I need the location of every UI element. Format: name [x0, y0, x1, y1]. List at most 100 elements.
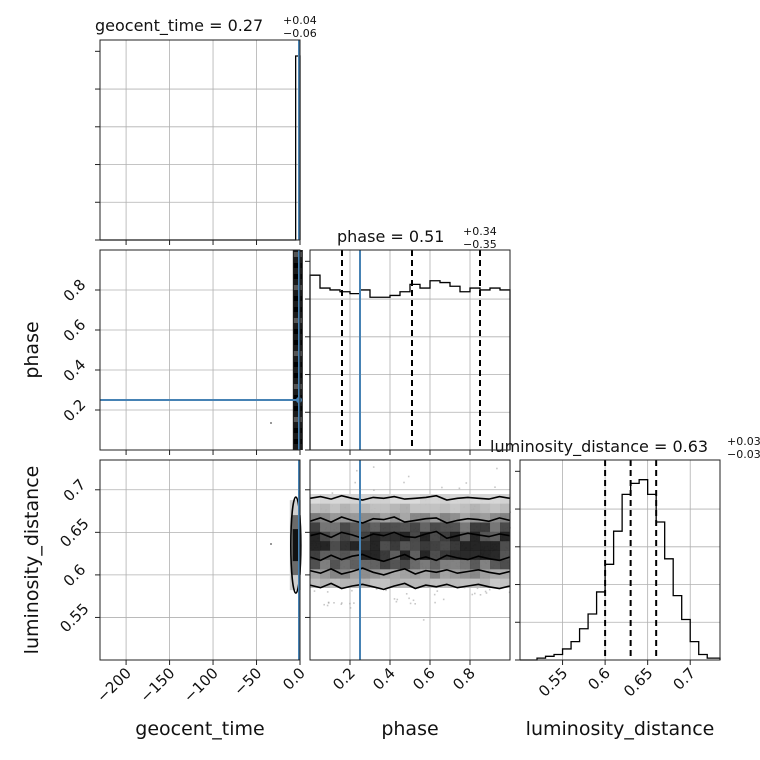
density-cell	[370, 494, 381, 504]
density-cell	[390, 522, 401, 532]
density-cell	[430, 503, 441, 514]
density-cell	[310, 578, 321, 588]
x-tick-label: 0.7	[669, 664, 699, 694]
density-cell	[350, 512, 361, 523]
density-cell	[330, 578, 341, 588]
density-cell	[340, 550, 351, 560]
density-cell	[480, 559, 491, 570]
axes-frame	[519, 459, 721, 661]
density-cell	[293, 373, 302, 378]
xlabel-geocent-time: geocent_time	[135, 718, 264, 740]
contour-ellipse	[290, 496, 302, 594]
density-cell	[410, 531, 421, 542]
density-cell	[370, 559, 381, 570]
density-cell	[293, 285, 302, 290]
density-cell	[310, 494, 321, 504]
density-cell	[460, 531, 471, 542]
density-cell	[380, 578, 391, 588]
scatter-point	[422, 619, 425, 621]
density-cell	[460, 578, 471, 588]
density-cell	[310, 503, 321, 514]
density-cell	[370, 568, 381, 579]
scatter-point	[412, 599, 415, 602]
density-cell	[440, 550, 451, 560]
density-cell	[293, 263, 302, 268]
density-cell	[450, 578, 461, 588]
scatter-point	[270, 422, 272, 424]
density-cell	[370, 578, 381, 588]
density-cell	[360, 512, 371, 523]
density-cell	[370, 503, 381, 514]
density-cell	[450, 568, 461, 579]
density-cell	[380, 531, 391, 542]
density-cell	[330, 559, 341, 570]
density-cell	[500, 578, 511, 588]
x-tick-label: −50	[230, 664, 265, 699]
title-phase-sub: −0.35	[463, 238, 497, 251]
scatter-point	[340, 603, 343, 605]
density-cell	[490, 522, 501, 532]
density-cell	[310, 512, 321, 523]
density-cell	[500, 550, 511, 560]
density-cell	[440, 568, 451, 579]
density-cell	[360, 559, 371, 570]
scatter-point	[393, 598, 396, 600]
density-cell	[500, 531, 511, 542]
scatter-point	[488, 588, 491, 591]
density-cell	[460, 522, 471, 532]
density-cell	[450, 522, 461, 532]
density-cell	[440, 503, 451, 514]
density-cell	[430, 494, 441, 504]
y-tick-label: 0.7	[60, 475, 90, 505]
density-cell	[360, 540, 371, 551]
density-cell	[320, 550, 331, 560]
density-cell	[293, 406, 302, 411]
density-cell	[410, 522, 421, 532]
density-cell	[360, 578, 371, 588]
density-cell	[480, 568, 491, 579]
scatter-point	[326, 591, 329, 593]
density-cell	[500, 522, 511, 532]
histogram-luminosity_distance	[520, 479, 721, 661]
density-cell	[350, 503, 361, 514]
ylabel-luminosity-distance: luminosity_distance	[21, 466, 43, 655]
scatter-point	[349, 607, 352, 609]
axes-frame	[309, 459, 511, 661]
x-tick-label: 0.65	[620, 664, 656, 700]
density-cell	[320, 512, 331, 523]
density-cell	[470, 512, 481, 523]
density-cell	[400, 559, 411, 570]
density-cell	[380, 512, 391, 523]
density-cell	[320, 540, 331, 551]
density-cell	[350, 568, 361, 579]
density-cell	[440, 540, 451, 551]
density-cell	[460, 550, 471, 560]
scatter-point	[372, 466, 375, 468]
density-cell	[370, 550, 381, 560]
density-cell	[420, 568, 431, 579]
density-cell	[420, 531, 431, 542]
title-luminosity-distance-sup: +0.03	[727, 435, 760, 448]
scatter-point	[408, 597, 410, 600]
density-cell	[410, 540, 421, 551]
density-cell	[400, 512, 411, 523]
scatter-point	[396, 598, 399, 601]
scatter-point	[496, 467, 498, 470]
x-tick-label: −200	[93, 664, 135, 706]
title-geocent-time: geocent_time = 0.27 +0.04 −0.06	[95, 14, 317, 40]
density-cell	[330, 540, 341, 551]
scatter-point	[409, 602, 412, 605]
density-cell	[330, 494, 341, 504]
density-cell	[420, 503, 431, 514]
density-cell	[340, 578, 351, 588]
density-cell	[293, 362, 302, 367]
density-cell	[490, 540, 501, 551]
x-tick-label: 0.8	[449, 664, 479, 694]
density-cell	[470, 550, 481, 560]
density-cell	[490, 578, 501, 588]
density-cell	[490, 503, 501, 514]
y-tick-label: 0.6	[60, 561, 90, 591]
scatter-point	[327, 602, 330, 604]
density-cell	[293, 384, 302, 389]
density-cell	[380, 559, 391, 570]
